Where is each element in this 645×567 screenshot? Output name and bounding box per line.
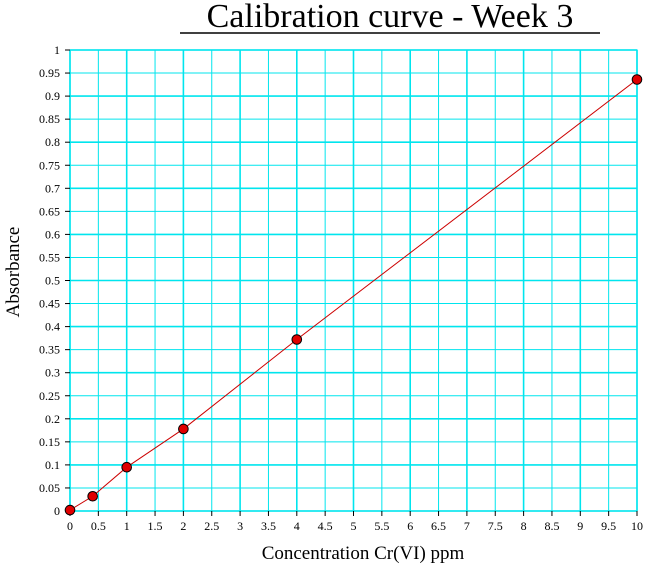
x-tick-label: 8 bbox=[521, 519, 527, 533]
y-axis: 0 0.05 0.1 0.15 0.2 0.25 0.3 0.35 0.4 0.45 0.5 0.55… bbox=[39, 43, 70, 518]
x-tick-label: 0 bbox=[67, 519, 73, 533]
y-tick-label: 0.1 bbox=[45, 458, 60, 472]
x-tick-label: 5 bbox=[351, 519, 357, 533]
y-tick-label: 0.8 bbox=[45, 135, 60, 149]
y-tick-label: 0.6 bbox=[45, 227, 60, 241]
y-tick-label: 0 bbox=[54, 504, 60, 518]
x-tick-label: 6.5 bbox=[431, 519, 446, 533]
y-tick-label: 0.7 bbox=[45, 181, 60, 195]
data-point bbox=[64, 504, 76, 516]
y-tick-label: 0.85 bbox=[39, 112, 60, 126]
x-tick-label: 4 bbox=[294, 519, 300, 533]
y-tick-label: 0.75 bbox=[39, 158, 60, 172]
x-tick-label: 5.5 bbox=[374, 519, 389, 533]
data-point bbox=[291, 334, 303, 345]
y-tick-label: 0.95 bbox=[39, 66, 60, 80]
x-tick-label: 1 bbox=[124, 519, 130, 533]
y-tick-label: 0.45 bbox=[39, 297, 60, 311]
y-tick-label: 0.35 bbox=[39, 343, 60, 357]
x-tick-label: 3 bbox=[237, 519, 243, 533]
grid bbox=[69, 49, 638, 512]
x-tick-label: 4.5 bbox=[318, 519, 333, 533]
x-tick-label: 8.5 bbox=[544, 519, 559, 533]
x-axis-label: Concentration Cr(VI) ppm bbox=[262, 543, 465, 564]
x-axis: 0 0.5 1 1.5 2 2.5 3 3.5 4 4.5 5 5.5 6 6.5 7 7.5 8 8.5 9 9.5… bbox=[67, 511, 643, 533]
x-tick-label: 7 bbox=[464, 519, 470, 533]
x-tick-label: 1.5 bbox=[148, 519, 163, 533]
x-tick-label: 7.5 bbox=[488, 519, 503, 533]
data-point bbox=[121, 461, 132, 473]
y-tick-label: 1 bbox=[54, 43, 60, 57]
data-point bbox=[87, 490, 98, 502]
y-tick-label: 0.9 bbox=[45, 89, 60, 103]
y-tick-label: 0.05 bbox=[39, 481, 60, 495]
y-axis-label: Absorbance bbox=[3, 227, 24, 318]
x-tick-label: 6 bbox=[407, 519, 413, 533]
x-tick-label: 2.5 bbox=[204, 519, 219, 533]
x-tick-label: 3.5 bbox=[261, 519, 276, 533]
x-tick-label: 0.5 bbox=[91, 519, 106, 533]
x-tick-label: 2 bbox=[180, 519, 186, 533]
x-tick-label: 9.5 bbox=[601, 519, 616, 533]
x-tick-label: 9 bbox=[577, 519, 583, 533]
y-tick-label: 0.65 bbox=[39, 204, 60, 218]
data-point bbox=[631, 74, 643, 85]
y-tick-label: 0.2 bbox=[45, 412, 60, 426]
y-tick-label: 0.15 bbox=[39, 435, 60, 449]
x-tick-label: 10 bbox=[631, 519, 643, 533]
y-tick-label: 0.5 bbox=[45, 274, 60, 288]
data-point bbox=[178, 423, 189, 435]
data-series bbox=[64, 74, 643, 516]
y-tick-label: 0.55 bbox=[39, 250, 60, 264]
y-tick-label: 0.4 bbox=[45, 320, 60, 334]
y-tick-label: 0.3 bbox=[45, 366, 60, 380]
y-tick-label: 0.25 bbox=[39, 389, 60, 403]
chart-title: Calibration curve - Week 3 bbox=[207, 0, 574, 35]
